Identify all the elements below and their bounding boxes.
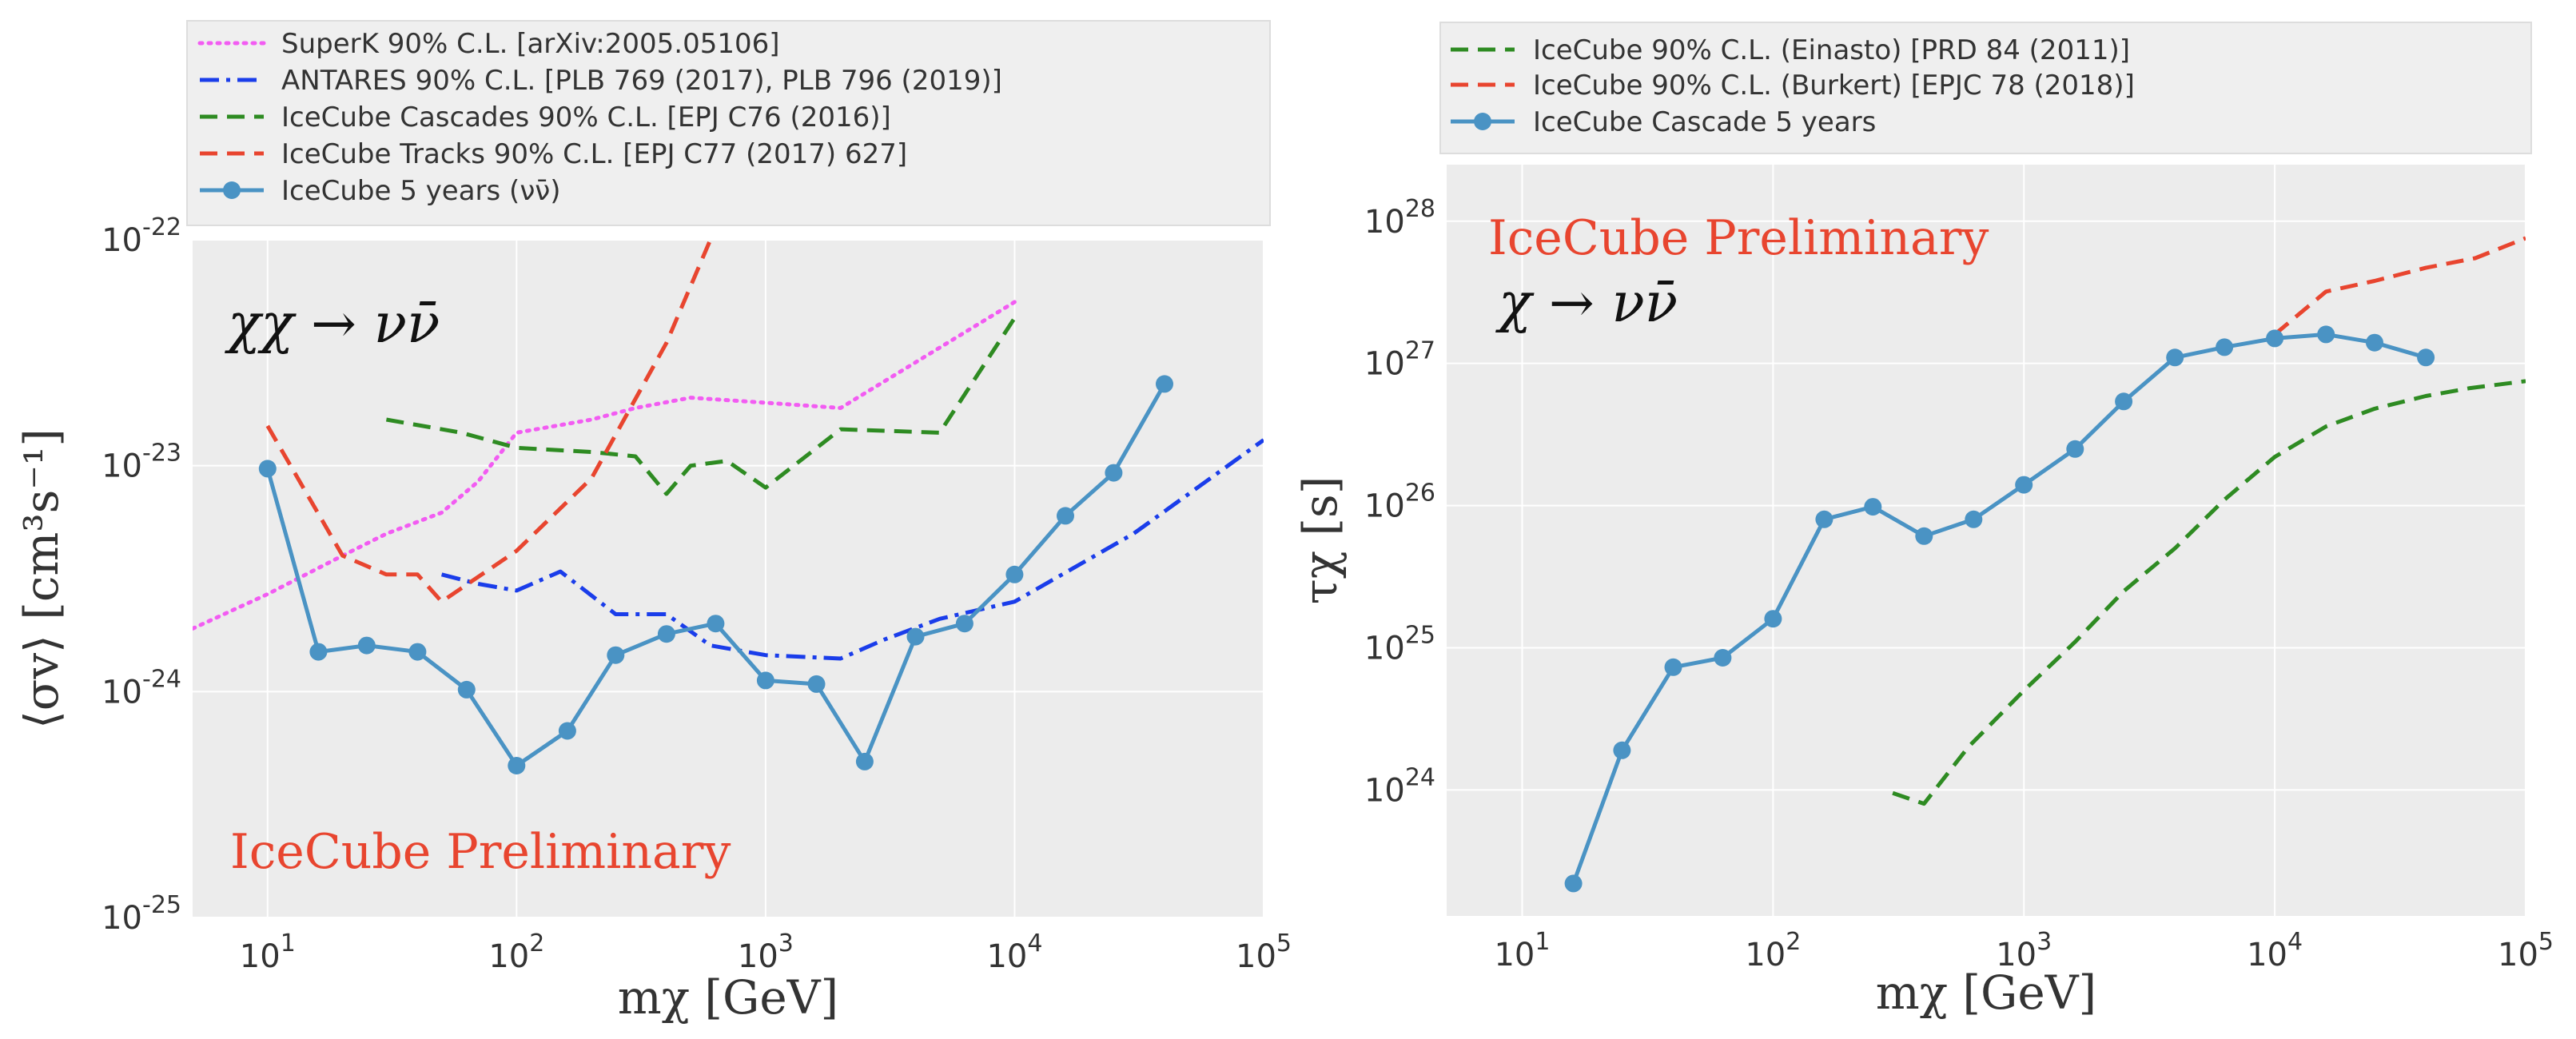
right-series [1564, 236, 2526, 893]
right-data-point [1965, 510, 1983, 528]
right-x-tick-label: 102 [1745, 928, 1801, 973]
right-grid [1447, 165, 2526, 916]
right-data-point [2166, 348, 2184, 367]
left-legend-entry-icecube-5yr: IceCube 5 years (νν̄) [200, 175, 561, 207]
left-data-point [508, 757, 526, 774]
left-data-point [607, 646, 625, 664]
left-legend-label-antares: ANTARES 90% C.L. [PLB 769 (2017), PLB 79… [281, 65, 1002, 97]
right-legend-label-cascade-5yr: IceCube Cascade 5 years [1533, 106, 1876, 138]
right-data-point [1714, 649, 1732, 667]
left-data-point [457, 680, 476, 699]
right-legend-entry-einasto: IceCube 90% C.L. (Einasto) [PRD 84 (2011… [1451, 34, 2130, 66]
right-y-tick-label: 1025 [1364, 621, 1435, 667]
left-legend-label-icecube-5yr: IceCube 5 years (νν̄) [281, 175, 561, 207]
left-legend-entry-superk: SuperK 90% C.L. [arXiv:2005.05106] [197, 28, 780, 60]
right-tick-labels: 101 102 103 104 105 1024 1025 1026 1027 1028 [1364, 195, 2554, 973]
left-data-point [1105, 464, 1123, 482]
right-data-point [1564, 874, 1583, 893]
right-legend-label-einasto: IceCube 90% C.L. (Einasto) [PRD 84 (2011… [1533, 34, 2130, 66]
right-y-tick-label: 1028 [1364, 195, 1435, 241]
right-x-axis-label: mχ [GeV] [1876, 965, 2096, 1020]
left-data-point [408, 643, 427, 661]
left-data-point [756, 671, 774, 690]
left-series-line-icecube-cascades [385, 316, 1017, 496]
right-x-tick-label: 105 [2498, 928, 2554, 973]
left-legend-label-icecube-cascades: IceCube Cascades 90% C.L. [EPJ C76 (2016… [281, 102, 891, 133]
left-y-tick-label: 10-24 [102, 665, 181, 711]
left-legend-box [186, 20, 1271, 226]
right-data-point [2266, 329, 2284, 348]
left-tick-labels: 101 102 103 104 105 10-25 10-24 10-23 10-22 [102, 213, 1292, 975]
right-series-line-icecube-90 [1892, 379, 2526, 806]
left-annotation-preliminary: IceCube Preliminary [230, 824, 731, 880]
left-data-point [807, 675, 826, 693]
right-data-point [2066, 440, 2084, 458]
right-y-tick-label: 1026 [1364, 480, 1435, 525]
right-legend-entry-cascade-5yr: IceCube Cascade 5 years [1451, 106, 1876, 138]
right-data-point [2115, 392, 2133, 411]
right-x-tick-label: 103 [1996, 928, 2052, 973]
right-data-point [2317, 325, 2335, 344]
right-data-point [2417, 348, 2435, 367]
left-data-point [707, 615, 725, 633]
right-data-point [1664, 658, 1682, 676]
left-data-point [657, 625, 675, 643]
right-data-point [1915, 527, 1933, 545]
left-data-point [906, 627, 925, 646]
right-chart: IceCube 90% C.L. (Einasto) [PRD 84 (2011… [1293, 22, 2554, 1020]
right-y-tick-label: 1027 [1364, 337, 1435, 383]
left-legend-entry-icecube-tracks: IceCube Tracks 90% C.L. [EPJ C77 (2017) … [200, 138, 907, 170]
right-data-point [1815, 510, 1833, 528]
right-data-point [2015, 476, 2033, 494]
left-legend-label-icecube-tracks: IceCube Tracks 90% C.L. [EPJ C77 (2017) … [281, 138, 907, 170]
left-data-point [1156, 375, 1173, 393]
right-data-point [2366, 333, 2383, 352]
left-data-point [258, 460, 277, 478]
right-legend-label-burkert: IceCube 90% C.L. (Burkert) [EPJC 78 (201… [1533, 70, 2135, 102]
right-data-point [1864, 498, 1882, 516]
right-x-tick-label: 101 [1494, 928, 1550, 973]
right-annotation-process: χ → νν̄ [1495, 272, 1678, 335]
left-plot-area [193, 240, 1264, 918]
left-series [193, 240, 1264, 774]
left-data-point [955, 615, 973, 633]
right-series-line-icecube-90 [2273, 236, 2526, 336]
left-legend-label-superk: SuperK 90% C.L. [arXiv:2005.05106] [281, 28, 780, 60]
right-x-tick-label: 104 [2247, 928, 2303, 973]
left-y-tick-label: 10-23 [102, 440, 181, 485]
left-legend-entry-antares: ANTARES 90% C.L. [PLB 769 (2017), PLB 79… [200, 65, 1002, 97]
left-data-point [558, 722, 576, 740]
right-legend-entry-burkert: IceCube 90% C.L. (Burkert) [EPJC 78 (201… [1451, 70, 2135, 102]
left-data-point [357, 636, 376, 655]
left-chart: SuperK 90% C.L. [arXiv:2005.05106] ANTAR… [14, 20, 1292, 1025]
right-annotation-preliminary: IceCube Preliminary [1488, 210, 1989, 266]
left-data-point [309, 643, 328, 661]
right-y-tick-label: 1024 [1364, 763, 1435, 809]
left-annotation-process: χχ → νν̄ [225, 293, 440, 356]
left-x-tick-label: 103 [738, 930, 794, 975]
left-series-line-icecube-tracks [265, 240, 713, 604]
right-data-point [1764, 610, 1782, 628]
left-y-tick-label: 10-22 [102, 213, 181, 259]
left-data-point [1005, 565, 1024, 583]
left-x-tick-label: 105 [1236, 930, 1292, 975]
left-grid [193, 239, 1264, 918]
right-y-axis-label: τχ [s] [1293, 476, 1348, 605]
left-y-tick-label: 10-25 [102, 891, 181, 937]
left-x-tick-label: 104 [986, 930, 1042, 975]
right-legend-box [1439, 22, 2532, 154]
left-data-point [855, 752, 874, 770]
right-data-point [1613, 741, 1631, 759]
left-x-tick-label: 102 [488, 930, 544, 975]
right-data-point [2216, 338, 2234, 356]
left-data-point [1057, 507, 1074, 525]
left-x-tick-label: 101 [240, 930, 296, 975]
left-legend-entry-icecube-cascades: IceCube Cascades 90% C.L. [EPJ C76 (2016… [200, 102, 891, 133]
left-y-axis-label: ⟨σv⟩ [cm³s⁻¹] [14, 428, 69, 729]
left-x-axis-label: mχ [GeV] [618, 970, 838, 1025]
